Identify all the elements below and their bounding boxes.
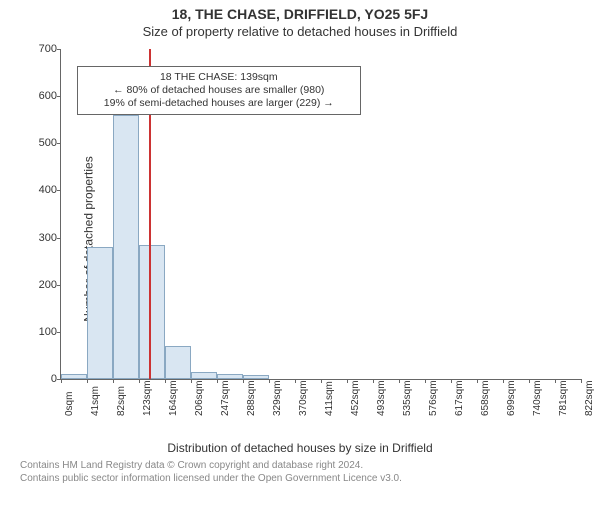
x-tick-label: 82sqm xyxy=(116,386,127,416)
x-tick-mark xyxy=(503,379,504,383)
y-tick-label: 500 xyxy=(25,137,57,149)
x-tick-label: 370sqm xyxy=(298,380,309,416)
annotation-line3: 19% of semi-detached houses are larger (… xyxy=(84,97,354,110)
x-tick-label: 576sqm xyxy=(428,380,439,416)
plot-area: 01002003004005006007000sqm41sqm82sqm123s… xyxy=(60,49,581,380)
x-tick-mark xyxy=(399,379,400,383)
y-tick-label: 100 xyxy=(25,326,57,338)
y-tick-mark xyxy=(57,190,61,191)
y-tick-mark xyxy=(57,143,61,144)
x-tick-mark xyxy=(555,379,556,383)
annotation-line1: 18 THE CHASE: 139sqm xyxy=(84,71,354,84)
x-tick-label: 329sqm xyxy=(272,380,283,416)
histogram-bar xyxy=(139,245,165,379)
x-tick-mark xyxy=(295,379,296,383)
x-tick-mark xyxy=(477,379,478,383)
x-tick-mark xyxy=(425,379,426,383)
y-tick-label: 0 xyxy=(25,373,57,385)
histogram-bar xyxy=(243,375,269,379)
y-tick-label: 600 xyxy=(25,90,57,102)
x-tick-label: 740sqm xyxy=(532,380,543,416)
histogram-bar xyxy=(217,374,243,379)
x-tick-label: 822sqm xyxy=(584,380,595,416)
y-tick-mark xyxy=(57,96,61,97)
x-tick-mark xyxy=(529,379,530,383)
x-tick-label: 0sqm xyxy=(64,392,75,416)
x-tick-label: 617sqm xyxy=(454,380,465,416)
y-tick-label: 400 xyxy=(25,184,57,196)
x-tick-label: 658sqm xyxy=(480,380,491,416)
annotation-line2: ← 80% of detached houses are smaller (98… xyxy=(84,84,354,97)
x-tick-label: 781sqm xyxy=(558,380,569,416)
x-tick-label: 452sqm xyxy=(350,380,361,416)
y-tick-mark xyxy=(57,238,61,239)
histogram-bar xyxy=(191,372,217,379)
x-tick-label: 535sqm xyxy=(402,380,413,416)
x-tick-mark xyxy=(217,379,218,383)
x-tick-mark xyxy=(373,379,374,383)
x-tick-mark xyxy=(243,379,244,383)
footer-line1: Contains HM Land Registry data © Crown c… xyxy=(20,459,600,472)
footer-attribution: Contains HM Land Registry data © Crown c… xyxy=(0,455,600,485)
x-tick-mark xyxy=(321,379,322,383)
y-tick-label: 700 xyxy=(25,43,57,55)
x-tick-mark xyxy=(451,379,452,383)
x-tick-mark xyxy=(581,379,582,383)
x-tick-mark xyxy=(113,379,114,383)
chart-container: Number of detached properties 0100200300… xyxy=(0,39,600,439)
x-tick-label: 206sqm xyxy=(194,380,205,416)
y-tick-mark xyxy=(57,332,61,333)
histogram-bar xyxy=(87,247,113,379)
x-tick-label: 288sqm xyxy=(246,380,257,416)
x-axis-label: Distribution of detached houses by size … xyxy=(0,441,600,455)
histogram-bar xyxy=(165,346,192,379)
x-tick-label: 493sqm xyxy=(376,380,387,416)
x-tick-label: 699sqm xyxy=(506,380,517,416)
y-tick-label: 200 xyxy=(25,279,57,291)
histogram-bar xyxy=(61,374,87,379)
y-tick-mark xyxy=(57,49,61,50)
x-tick-mark xyxy=(191,379,192,383)
x-tick-mark xyxy=(87,379,88,383)
histogram-bar xyxy=(113,115,139,379)
x-tick-label: 411sqm xyxy=(324,381,335,416)
x-tick-label: 164sqm xyxy=(168,380,179,416)
x-tick-mark xyxy=(139,379,140,383)
x-tick-mark xyxy=(61,379,62,383)
x-tick-label: 41sqm xyxy=(90,386,101,416)
x-tick-mark xyxy=(347,379,348,383)
y-tick-label: 300 xyxy=(25,232,57,244)
chart-title-sub: Size of property relative to detached ho… xyxy=(0,24,600,39)
x-tick-mark xyxy=(165,379,166,383)
x-tick-mark xyxy=(269,379,270,383)
footer-line2: Contains public sector information licen… xyxy=(20,472,600,485)
annotation-box: 18 THE CHASE: 139sqm← 80% of detached ho… xyxy=(77,66,361,115)
y-tick-mark xyxy=(57,285,61,286)
x-tick-label: 123sqm xyxy=(142,380,153,416)
chart-title-main: 18, THE CHASE, DRIFFIELD, YO25 5FJ xyxy=(0,6,600,22)
x-tick-label: 247sqm xyxy=(220,380,231,416)
